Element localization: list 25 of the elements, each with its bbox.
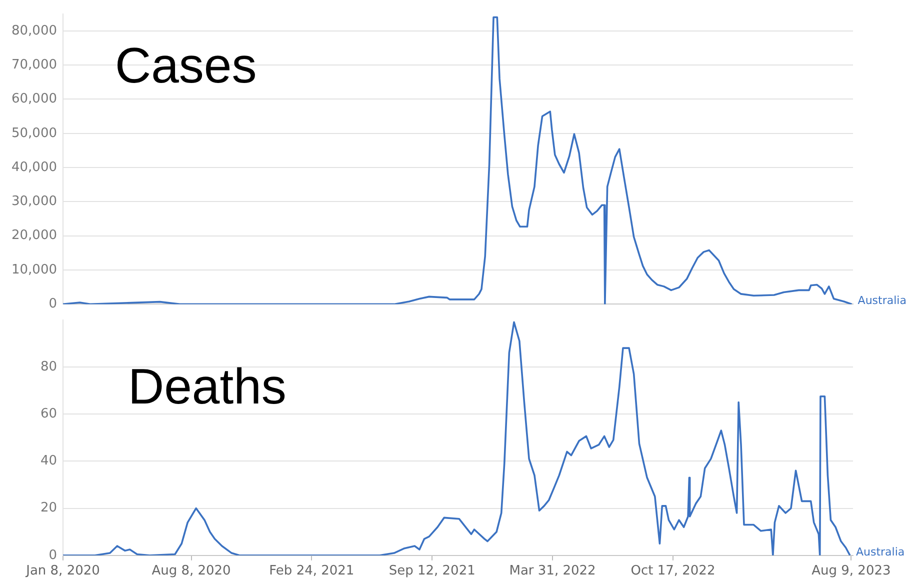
y-tick-label: 20 [40, 500, 57, 516]
y-tick-label: 20,000 [12, 228, 57, 244]
y-tick-label: 0 [48, 296, 57, 312]
text: Cases [115, 38, 257, 94]
y-tick-label: 60,000 [12, 92, 57, 107]
y-tick-label: 30,000 [12, 194, 57, 210]
x-tick-label: Aug 9, 2023 [812, 564, 891, 579]
text: Deaths [128, 358, 286, 415]
x-tick-label: Jan 8, 2020 [25, 564, 100, 579]
series-label: Australia [856, 545, 905, 558]
y-tick-label: 80 [40, 359, 57, 374]
x-tick-label: Feb 24, 2021 [269, 564, 354, 579]
series-label: Australia [858, 294, 906, 308]
y-tick-label: 40 [40, 454, 57, 469]
y-tick-label: 60 [40, 406, 57, 422]
y-tick-label: 50,000 [12, 126, 57, 141]
y-tick-label: 70,000 [12, 57, 57, 72]
y-tick-label: 0 [48, 548, 57, 563]
x-tick-label: Oct 17, 2022 [630, 564, 716, 579]
y-tick-label: 10,000 [12, 262, 57, 278]
y-tick-label: 40,000 [12, 160, 57, 175]
y-tick-label: 80,000 [12, 23, 57, 38]
x-tick-label: Aug 8, 2020 [152, 564, 231, 579]
x-tick-label: Mar 31, 2022 [509, 564, 596, 579]
x-tick-label: Sep 12, 2021 [388, 564, 476, 579]
